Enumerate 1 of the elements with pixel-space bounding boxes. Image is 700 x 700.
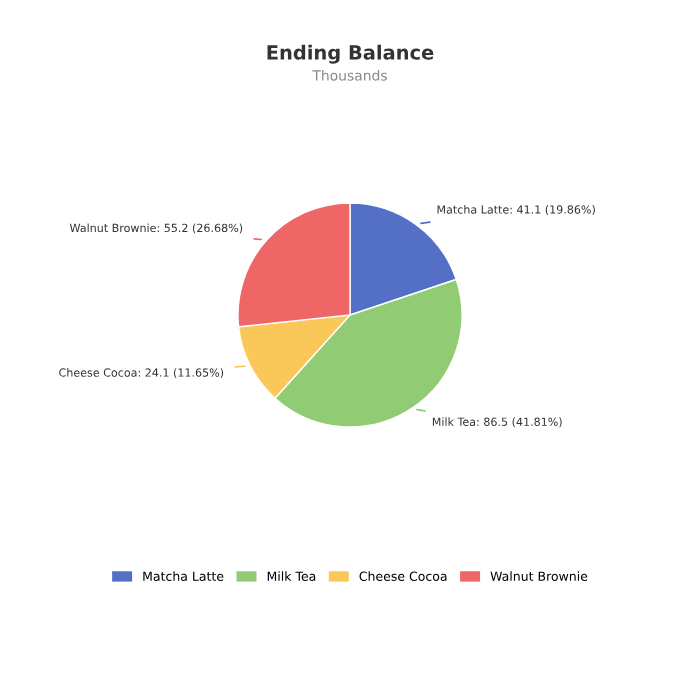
chart-title: Ending Balance xyxy=(267,44,434,64)
